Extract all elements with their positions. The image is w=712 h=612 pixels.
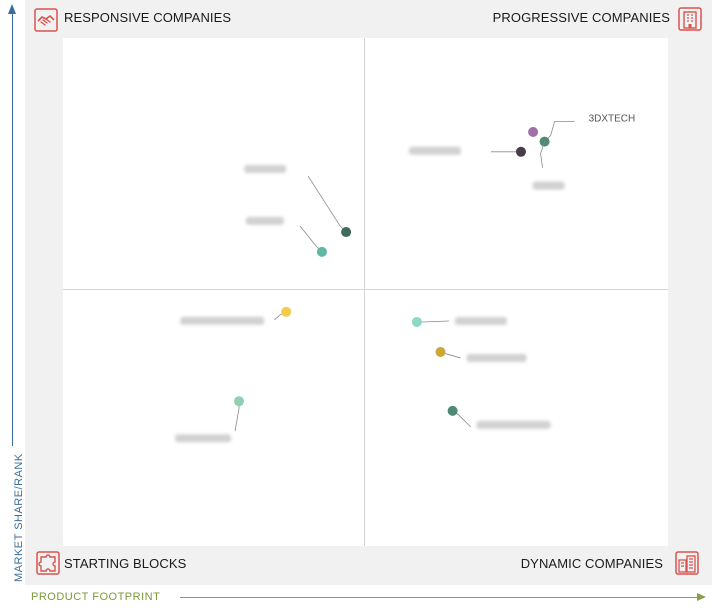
redacted-company-label — [180, 316, 265, 325]
company-bubble — [244, 165, 352, 238]
company-label: 3DXTECH — [589, 114, 636, 125]
company-point[interactable] — [234, 396, 245, 407]
redacted-company-label — [532, 181, 565, 190]
company-bubble — [411, 316, 507, 327]
quadrant-title-starting-blocks: STARTING BLOCKS — [64, 556, 187, 571]
company-point[interactable] — [341, 227, 352, 238]
redacted-company-label — [476, 420, 551, 429]
building-icon — [675, 551, 699, 575]
company-point[interactable] — [515, 146, 526, 157]
redacted-company-label — [454, 316, 507, 325]
redacted-company-label — [244, 165, 287, 174]
handshake-icon — [34, 8, 58, 32]
x-axis-line — [180, 597, 698, 598]
company-point[interactable] — [435, 346, 446, 357]
y-axis-line — [12, 14, 13, 446]
company-bubble — [408, 146, 526, 157]
leader-line — [544, 121, 575, 142]
company-bubble: 3DXTECH — [539, 114, 636, 147]
company-bubble — [180, 306, 292, 325]
company-point[interactable] — [528, 126, 539, 137]
x-axis-arrow — [697, 593, 706, 601]
leader-line — [307, 175, 347, 233]
quadrant-title-progressive: PROGRESSIVE COMPANIES — [492, 10, 670, 25]
company-bubble — [245, 216, 327, 257]
puzzle-icon — [36, 551, 60, 575]
quadrant-title-responsive: RESPONSIVE COMPANIES — [64, 10, 232, 25]
redacted-company-label — [466, 353, 527, 362]
company-point[interactable] — [281, 306, 292, 317]
company-bubble — [528, 126, 539, 137]
redacted-company-label — [408, 146, 461, 155]
quadrant-title-dynamic: DYNAMIC COMPANIES — [520, 556, 663, 571]
building-icon — [678, 7, 702, 31]
redacted-company-label — [245, 216, 284, 225]
company-point[interactable] — [447, 405, 458, 416]
redacted-company-label — [175, 434, 232, 443]
company-point[interactable] — [316, 246, 327, 257]
company-bubble — [435, 346, 527, 362]
company-point[interactable] — [411, 316, 422, 327]
y-axis-arrow — [8, 4, 16, 14]
company-bubble — [447, 405, 551, 429]
leader-line — [299, 225, 323, 253]
company-bubble — [175, 396, 245, 443]
x-axis-label: PRODUCT FOOTPRINT — [31, 591, 161, 603]
leader-line — [540, 141, 545, 168]
horizontal-divider — [63, 289, 668, 290]
vertical-divider — [364, 38, 365, 546]
plot-area — [63, 38, 668, 546]
